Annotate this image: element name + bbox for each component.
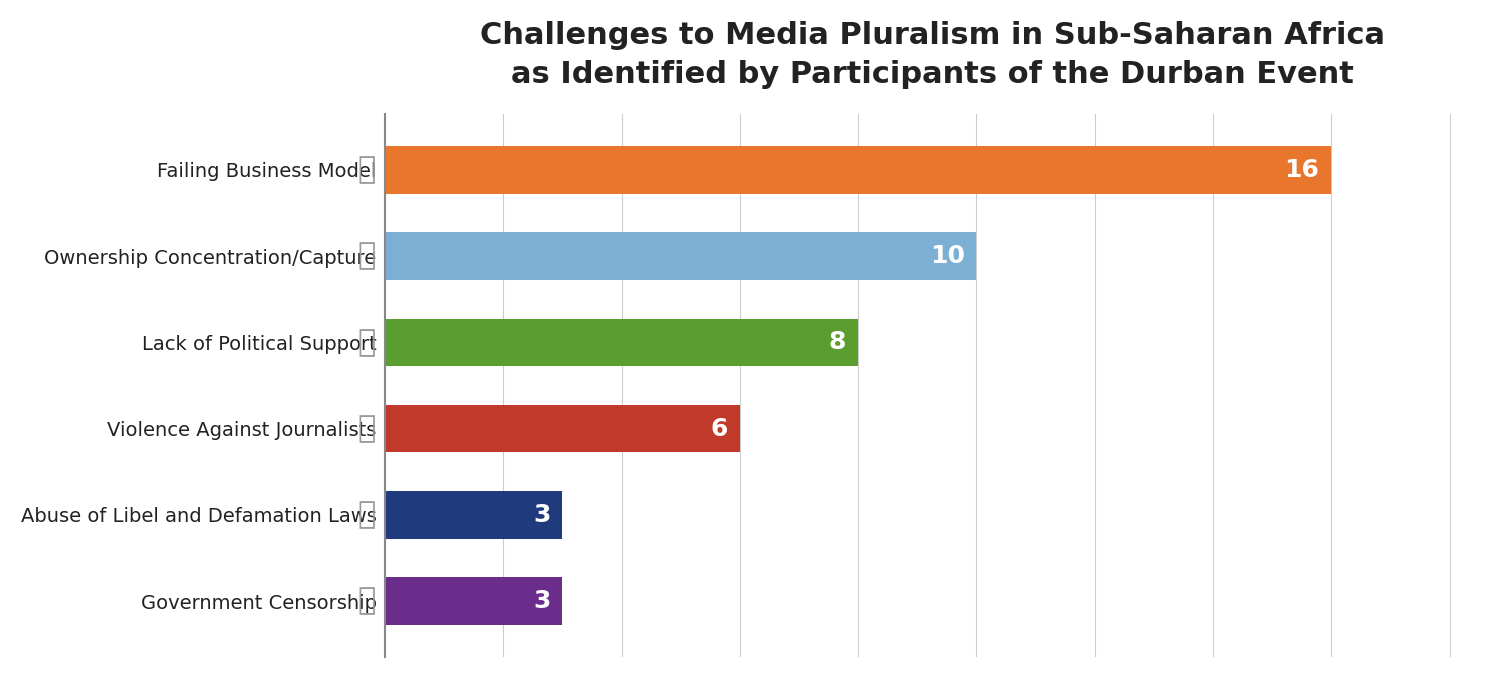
Text: 6: 6 <box>711 416 728 441</box>
Bar <box>386 319 858 366</box>
Text: 10: 10 <box>930 244 964 268</box>
Text: 👥: 👥 <box>358 241 376 271</box>
Text: 3: 3 <box>534 503 550 527</box>
Bar <box>386 233 976 280</box>
Bar <box>386 578 562 625</box>
Text: 📉: 📉 <box>358 155 376 184</box>
Bar <box>386 405 740 452</box>
Bar <box>386 146 1332 193</box>
Text: 16: 16 <box>1284 158 1320 182</box>
Text: 🔫: 🔫 <box>358 414 376 443</box>
Bar <box>386 491 562 538</box>
Text: 8: 8 <box>830 330 846 355</box>
Text: 🏛: 🏛 <box>358 328 376 357</box>
Text: 3: 3 <box>534 589 550 613</box>
Title: Challenges to Media Pluralism in Sub-Saharan Africa
as Identified by Participant: Challenges to Media Pluralism in Sub-Sah… <box>480 21 1384 89</box>
Text: ⛓: ⛓ <box>358 500 376 530</box>
Text: 🚫: 🚫 <box>358 586 376 616</box>
